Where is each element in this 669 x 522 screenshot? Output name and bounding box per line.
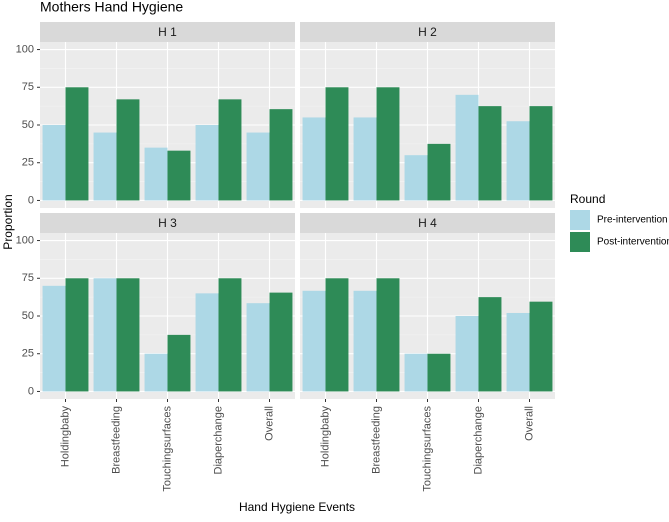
strip (40, 22, 295, 42)
y-tick-label: 25 (22, 157, 34, 169)
x-tick-label: Touchingsurfaces (161, 406, 173, 492)
bar (167, 150, 191, 201)
x-tick-label: Touchingsurfaces (421, 406, 433, 492)
y-tick-label: 25 (22, 348, 34, 360)
bar (427, 353, 451, 392)
bar (246, 132, 270, 201)
x-tick-label: Breastfeeding (370, 406, 382, 474)
legend-key (570, 232, 590, 252)
bar (144, 147, 168, 201)
bar (455, 94, 479, 201)
x-tick-label: Diaperchange (472, 406, 484, 475)
y-axis-label: Proportion (1, 194, 15, 249)
bar (506, 312, 530, 392)
bar (478, 106, 502, 201)
bar (478, 297, 502, 392)
x-tick-label: Overall (263, 406, 275, 441)
y-tick-label: 100 (16, 43, 34, 55)
bar (302, 117, 326, 201)
panel-title: H 1 (158, 25, 177, 39)
legend-title: Round (570, 192, 605, 206)
x-tick-label: Overall (523, 406, 535, 441)
bar (167, 334, 191, 392)
bar (427, 143, 451, 201)
bar (376, 278, 400, 392)
bar (65, 87, 89, 201)
x-axis-label: Hand Hygiene Events (239, 500, 355, 514)
bar (144, 353, 168, 392)
x-tick-label: Breastfeeding (110, 406, 122, 474)
bar (218, 278, 242, 392)
y-tick-label: 0 (28, 194, 34, 206)
bar (353, 117, 377, 201)
panel-title: H 3 (158, 216, 177, 230)
bar (195, 293, 219, 392)
bar (218, 99, 242, 201)
bar (42, 285, 66, 392)
bar (455, 316, 479, 392)
panel-title: H 4 (418, 216, 437, 230)
y-tick-label: 75 (22, 81, 34, 93)
panel-title: H 2 (418, 25, 437, 39)
bar (529, 106, 553, 201)
x-tick-label: Holdingbaby (319, 406, 331, 468)
bar (404, 353, 428, 392)
bar (195, 125, 219, 201)
x-tick-label: Diaperchange (212, 406, 224, 475)
bar (269, 292, 293, 392)
bar (246, 303, 270, 392)
bar (506, 121, 530, 201)
y-tick-label: 75 (22, 272, 34, 284)
bar (325, 278, 349, 392)
legend-key (570, 210, 590, 230)
bar (116, 278, 140, 392)
chart-title: Mothers Hand Hygiene (40, 0, 183, 15)
x-tick-label: Holdingbaby (59, 406, 71, 468)
bar (269, 109, 293, 201)
bar (65, 278, 89, 392)
legend-label: Post-intervention (597, 237, 669, 248)
bar (353, 290, 377, 392)
strip (300, 213, 555, 233)
bar (376, 87, 400, 201)
bar (93, 278, 117, 392)
bar (404, 155, 428, 201)
strip (40, 213, 295, 233)
strip (300, 22, 555, 42)
y-tick-label: 0 (28, 385, 34, 397)
legend-label: Pre-intervention (597, 215, 668, 226)
bar (325, 87, 349, 201)
y-tick-label: 100 (16, 234, 34, 246)
bar (302, 290, 326, 392)
bar (116, 99, 140, 201)
bar (529, 301, 553, 392)
bar (93, 132, 117, 201)
bar (42, 125, 66, 201)
y-tick-label: 50 (22, 119, 34, 131)
y-tick-label: 50 (22, 310, 34, 322)
